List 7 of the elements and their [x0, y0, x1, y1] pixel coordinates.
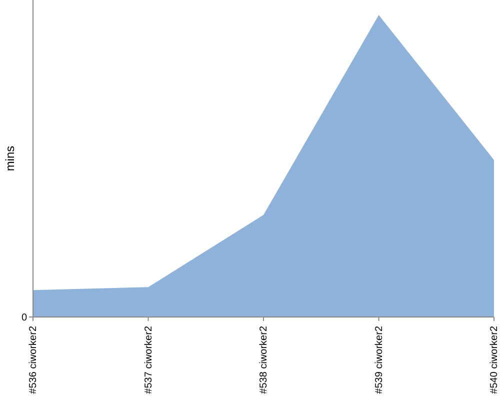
x-tick-label: #539 ciworker2 — [374, 326, 385, 394]
text: 0 — [21, 312, 28, 324]
x-tick-label: #540 ciworker2 — [489, 326, 500, 394]
x-tick-label: #536 ciworker2 — [28, 326, 39, 394]
x-tick-label: #538 ciworker2 — [258, 326, 270, 394]
y-axis-title: mins — [3, 146, 17, 172]
x-tick-label: #537 ciworker2 — [143, 326, 154, 394]
